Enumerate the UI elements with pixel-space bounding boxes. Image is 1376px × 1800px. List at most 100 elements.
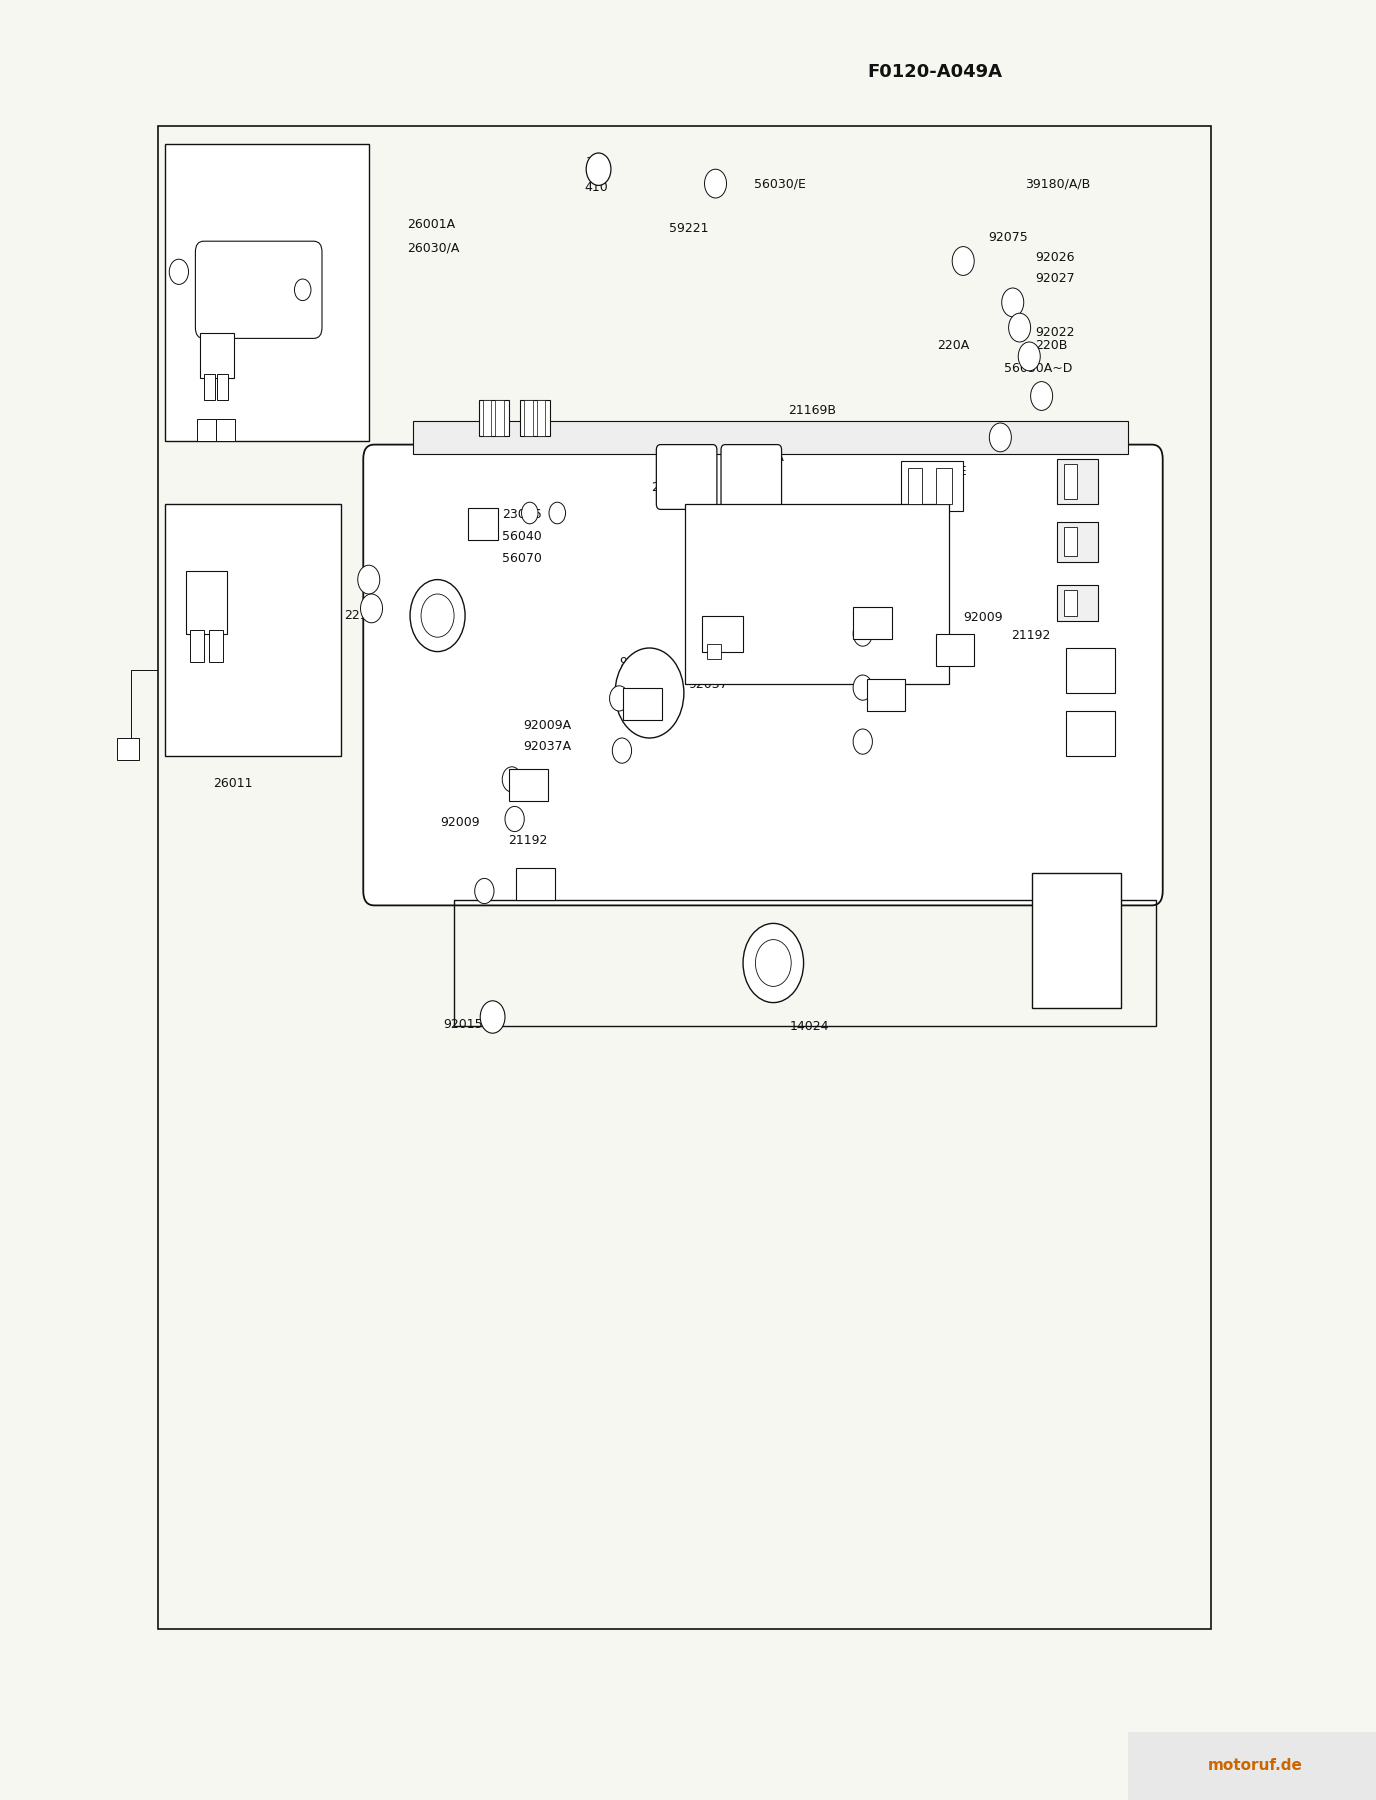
Bar (1057, 522, 1098, 562)
Text: 39180/A/B: 39180/A/B (1025, 176, 1090, 191)
Bar (685, 504, 949, 684)
Text: 27010: 27010 (651, 481, 691, 495)
Text: 220B: 220B (1035, 338, 1068, 353)
Text: 26030/A: 26030/A (407, 241, 460, 256)
Text: 92009: 92009 (963, 610, 1003, 625)
FancyBboxPatch shape (656, 445, 717, 509)
Text: A: A (271, 583, 279, 598)
FancyBboxPatch shape (363, 445, 1163, 905)
Bar (495, 400, 504, 436)
Bar (413, 421, 1128, 454)
Circle shape (1002, 288, 1024, 317)
Text: 26001: 26001 (179, 536, 219, 551)
Bar (936, 634, 974, 666)
Text: 92009A: 92009A (523, 718, 571, 733)
Text: A: A (340, 421, 348, 436)
Bar (936, 468, 952, 504)
Bar (468, 508, 498, 540)
Circle shape (1018, 342, 1040, 371)
FancyBboxPatch shape (195, 241, 322, 338)
Bar (537, 400, 545, 436)
Bar (1064, 590, 1077, 616)
Text: 59221: 59221 (669, 221, 709, 236)
Bar (1057, 585, 1098, 621)
Text: F0120-A049A: F0120-A049A (867, 63, 1002, 81)
Text: 92069: 92069 (688, 572, 728, 587)
Bar (483, 400, 491, 436)
Bar (853, 607, 892, 639)
Bar (479, 400, 509, 436)
Text: 21169A: 21169A (736, 450, 784, 464)
Circle shape (853, 729, 872, 754)
Text: 92027: 92027 (1035, 272, 1075, 286)
Bar (204, 374, 215, 400)
Bar (216, 419, 235, 441)
Text: 21177: 21177 (310, 205, 350, 220)
Text: 56040: 56040 (502, 529, 542, 544)
Text: 92037A: 92037A (845, 628, 893, 643)
FancyBboxPatch shape (721, 445, 782, 509)
Circle shape (502, 767, 522, 792)
Circle shape (361, 594, 383, 623)
Bar (702, 616, 743, 652)
Text: 21169B: 21169B (788, 403, 837, 418)
Text: 23048/A/B: 23048/A/B (853, 545, 918, 560)
Bar (117, 738, 139, 760)
Text: 27010A~E: 27010A~E (900, 464, 966, 479)
Circle shape (505, 806, 524, 832)
Text: 56030/E: 56030/E (754, 176, 806, 191)
Text: 92009A: 92009A (619, 655, 667, 670)
Bar (454, 900, 1156, 1026)
Bar (1128, 1732, 1376, 1800)
Text: 92022: 92022 (1035, 326, 1075, 340)
Circle shape (549, 502, 566, 524)
Circle shape (755, 940, 791, 986)
Circle shape (1009, 313, 1031, 342)
Text: 410: 410 (585, 180, 608, 194)
Bar (520, 400, 550, 436)
Text: 92009: 92009 (440, 815, 480, 830)
Bar (516, 868, 555, 900)
Circle shape (989, 423, 1011, 452)
Text: 23016: 23016 (502, 508, 542, 522)
Text: 56070: 56070 (502, 551, 542, 565)
Circle shape (480, 1001, 505, 1033)
Circle shape (410, 580, 465, 652)
Text: 92009A: 92009A (753, 610, 801, 625)
Bar (867, 679, 905, 711)
Bar (707, 644, 721, 659)
Bar (1064, 527, 1077, 556)
Circle shape (358, 565, 380, 594)
Text: 56030A~D: 56030A~D (1004, 362, 1073, 376)
Text: 26001A: 26001A (407, 218, 455, 232)
Text: 59226/A~C: 59226/A~C (261, 338, 333, 353)
Bar (209, 630, 223, 662)
Bar (509, 769, 548, 801)
Bar (524, 400, 533, 436)
Circle shape (421, 594, 454, 637)
Bar (165, 504, 341, 756)
Bar (1066, 648, 1115, 693)
Bar (908, 468, 922, 504)
Text: 92075: 92075 (988, 230, 1028, 245)
Circle shape (853, 675, 872, 700)
Bar (197, 419, 216, 441)
Circle shape (853, 621, 872, 646)
Bar (165, 144, 369, 441)
Text: motoruf.de: motoruf.de (1208, 1759, 1302, 1773)
Text: 220: 220 (1021, 430, 1044, 445)
Circle shape (615, 648, 684, 738)
Text: 92037A: 92037A (523, 740, 571, 754)
Text: 92026: 92026 (1035, 250, 1075, 265)
Text: 21169: 21169 (765, 427, 805, 441)
Bar (1064, 464, 1077, 499)
Bar (186, 571, 227, 634)
Circle shape (1031, 382, 1053, 410)
Circle shape (169, 259, 189, 284)
Bar (623, 688, 662, 720)
Circle shape (743, 923, 804, 1003)
Text: 21192: 21192 (508, 833, 548, 848)
Bar (200, 333, 234, 378)
Text: 220A: 220A (937, 338, 969, 353)
Text: 186: 186 (293, 178, 316, 193)
